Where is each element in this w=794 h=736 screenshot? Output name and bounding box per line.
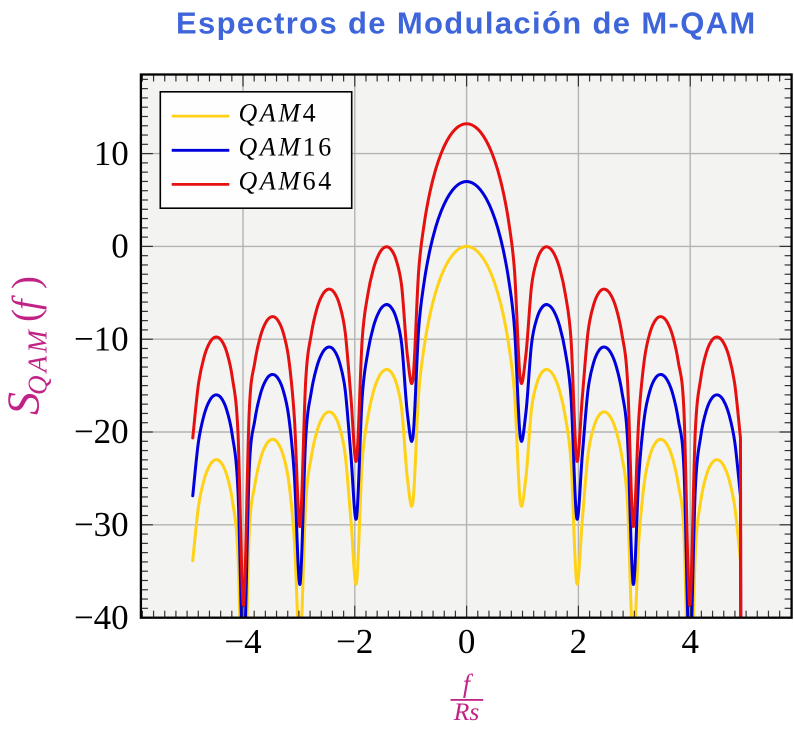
svg-text:2: 2 xyxy=(570,622,588,661)
svg-text:QAM4: QAM4 xyxy=(239,98,319,127)
svg-text:−40: −40 xyxy=(74,598,129,637)
svg-text:−10: −10 xyxy=(74,319,129,358)
svg-text:Rs: Rs xyxy=(453,697,480,726)
svg-text:Espectros de Modulación de M-Q: Espectros de Modulación de M-QAM xyxy=(176,6,757,41)
svg-text:QAM16: QAM16 xyxy=(239,132,334,161)
svg-text:SQAM(f): SQAM(f) xyxy=(0,276,53,415)
svg-text:−4: −4 xyxy=(224,622,261,661)
svg-text:4: 4 xyxy=(681,622,699,661)
svg-text:−20: −20 xyxy=(74,412,129,451)
svg-text:10: 10 xyxy=(94,134,129,173)
svg-text:0: 0 xyxy=(458,622,476,661)
svg-text:QAM64: QAM64 xyxy=(239,166,334,195)
svg-text:−2: −2 xyxy=(336,622,373,661)
svg-text:−30: −30 xyxy=(74,505,129,544)
svg-text:f: f xyxy=(463,670,474,699)
svg-text:0: 0 xyxy=(111,227,129,266)
